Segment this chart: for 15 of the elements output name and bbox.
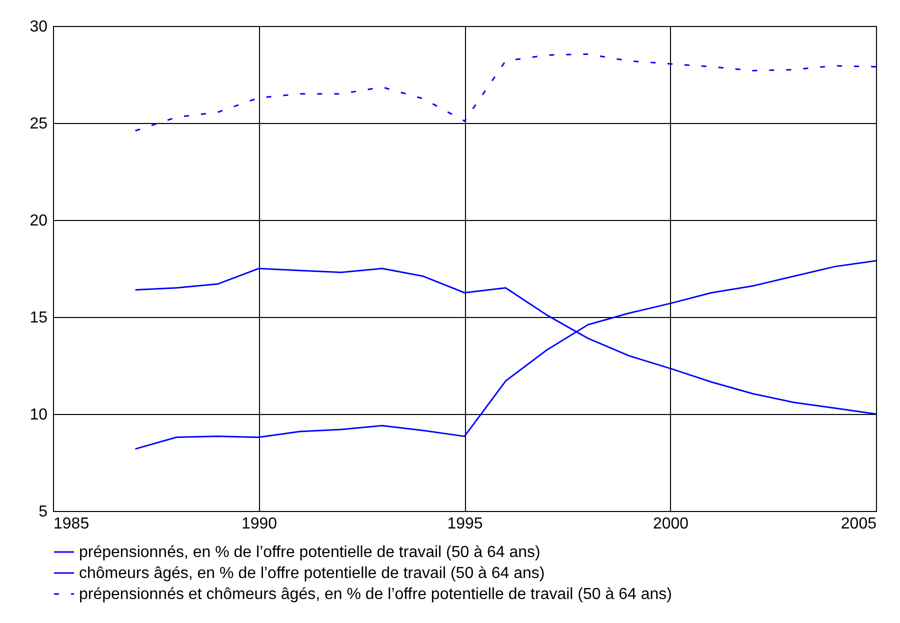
y-tick-label: 10 <box>30 406 48 424</box>
legend-label: prépensionnés et chômeurs âgés, en % de l’offre potentielle de travail (50 à 64 ans) <box>79 586 672 603</box>
x-tick-label: 1985 <box>54 516 90 532</box>
line-series <box>134 260 877 450</box>
x-tick-label: 2005 <box>840 516 877 532</box>
legend-label: prépensionnés, en % de l’offre potentielle de travail (50 à 64 ans) <box>79 544 540 561</box>
x-tick-label: 1990 <box>241 516 278 532</box>
y-tick-label: 25 <box>30 116 48 132</box>
x-tick-label: 1995 <box>447 516 483 532</box>
y-tick-label: 15 <box>30 310 48 326</box>
legend-label: chômeurs âgés, en % de l’offre potentielle de travail (50 à 64 ans) <box>79 565 545 582</box>
y-tick-label: 30 <box>30 18 48 36</box>
y-tick-label: 20 <box>30 212 48 230</box>
y-tick-label: 5 <box>38 504 48 520</box>
x-tick-label: 2000 <box>652 516 689 532</box>
